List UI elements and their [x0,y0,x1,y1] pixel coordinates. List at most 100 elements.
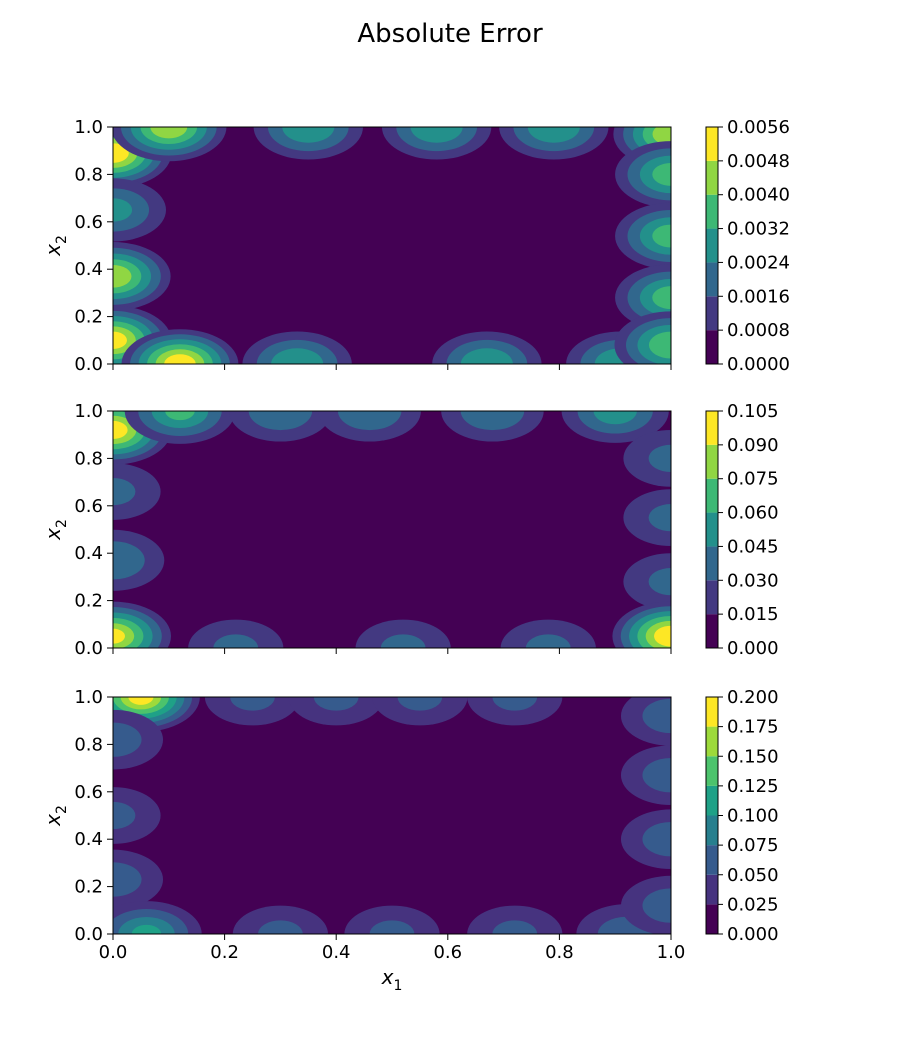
colorbar-segment [706,478,718,513]
colorbar-segment [706,411,718,445]
error-hotspot [288,697,384,726]
contour-level-3 [282,127,335,143]
contour-level-3 [271,348,324,364]
error-hotspot [432,331,542,364]
colorbar-segment [706,845,718,875]
error-hotspot [113,787,161,844]
colorbar-tick-label: 0.105 [727,401,779,422]
error-hotspot [113,463,161,520]
colorbar-segment [706,580,718,615]
x-tick-label: 0.4 [322,942,351,963]
colorbar-tick-label: 0.0048 [727,151,790,172]
colorbar-tick-label: 0.045 [727,536,779,557]
contour-level-1 [188,619,284,648]
colorbar-tick-label: 0.175 [727,717,779,738]
y-tick-label: 1.0 [74,117,103,138]
contour-level-7 [128,697,154,705]
colorbar-segment [706,160,718,195]
colorbar-tick-label: 0.0040 [727,185,790,206]
colorbar: 0.000 0.025 0.050 0.075 0.100 0.125 0.150 0.175… [705,687,779,945]
error-hotspot [620,745,671,806]
colorbar-segment [706,815,718,846]
contour-level-2 [648,568,671,596]
contour-level-2 [380,634,426,648]
colorbar-segment [706,262,718,297]
y-tick-label: 0.4 [74,259,103,280]
x-tick-label: 0.6 [433,942,462,963]
colorbar-segment [706,785,718,816]
colorbar-tick-label: 0.000 [727,924,779,945]
contour-level-2 [213,634,259,648]
y-tick-label: 0.6 [74,782,103,803]
contour-level-2 [113,541,145,580]
colorbar-segment [706,614,718,648]
contour-level-3 [593,411,637,425]
error-hotspot [113,601,171,648]
colorbar-tick-label: 0.060 [727,503,779,524]
colorbar-segment [706,330,718,364]
y-axis-label: x2 [41,235,70,257]
contour-level-3 [113,198,133,222]
error-hotspot [113,529,165,591]
contour-level-3 [460,348,513,364]
contour-level-6 [113,420,128,439]
error-hotspot [620,809,671,870]
y-tick-label: 0.8 [74,448,103,469]
contour-level-2 [313,697,359,711]
heatmap-field [113,127,671,364]
error-hotspot [318,411,421,442]
error-hotspot [372,697,468,726]
heatmap-field [113,411,671,648]
error-hotspot [623,489,671,547]
colorbar-segment [706,296,718,331]
contour-level-2 [642,888,671,923]
contour-level-2 [113,722,142,757]
error-hotspot [623,430,671,487]
contour-level-2 [642,821,671,857]
contour-level-2 [113,801,136,830]
colorbar-segment [706,756,718,786]
y-tick-label: 0.2 [74,591,103,612]
colorbar-segment [706,697,718,727]
heatmap-background [113,127,671,364]
contour-level-2 [492,920,538,934]
colorbar-tick-label: 0.0000 [727,354,790,375]
contour-level-4 [652,224,671,248]
error-hotspot [242,331,352,364]
contour-level-4 [652,286,671,310]
contour-level-1 [467,697,563,726]
x-tick-label: 1.0 [657,942,686,963]
heatmap-field [113,697,671,934]
contour-level-2 [642,757,671,793]
contour-level-2 [648,444,671,473]
y-tick-label: 0.4 [74,829,103,850]
y-tick-label: 0.0 [74,638,103,659]
colorbar-segment [706,546,718,581]
error-hotspot [615,141,671,208]
colorbar-segment [706,127,718,161]
contour-level-1 [623,553,671,611]
panel-1: 0.00.20.40.60.81.0x20.00000.00080.00160.… [41,117,790,375]
heatmap-background [113,411,671,648]
error-hotspot [344,905,440,934]
y-tick-label: 0.8 [74,164,103,185]
plot-frame [112,696,672,935]
error-hotspot [561,411,669,443]
x-tick-label: 0.2 [210,942,239,963]
plot-frame [112,410,672,649]
contour-level-1 [623,430,671,487]
contour-level-6 [164,354,196,364]
contour-level-6 [113,628,125,644]
figure-title: Absolute Error [357,19,543,49]
y-tick-label: 0.8 [74,734,103,755]
colorbar: 0.000 0.015 0.030 0.045 0.060 0.075 0.090 0.105 [705,401,779,659]
colorbar-segment [706,726,718,757]
plot-frame [112,126,672,365]
contour-level-2 [492,697,538,711]
contour-level-1 [623,489,671,547]
error-hotspot [204,697,301,726]
contour-level-3 [527,127,580,143]
y-axis-label: x2 [41,519,70,541]
colorbar-tick-label: 0.100 [727,806,779,827]
colorbar-segment [706,874,718,905]
